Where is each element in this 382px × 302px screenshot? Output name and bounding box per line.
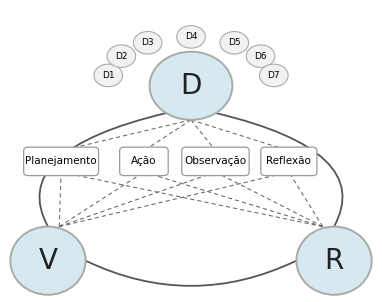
- Text: D: D: [180, 72, 202, 100]
- FancyBboxPatch shape: [24, 147, 99, 175]
- Text: Ação: Ação: [131, 156, 157, 166]
- Text: D2: D2: [115, 52, 128, 61]
- Text: D5: D5: [228, 38, 241, 47]
- Ellipse shape: [94, 64, 123, 87]
- Ellipse shape: [150, 52, 232, 120]
- Ellipse shape: [177, 26, 205, 48]
- Ellipse shape: [107, 45, 136, 67]
- Text: D6: D6: [254, 52, 267, 61]
- FancyBboxPatch shape: [182, 147, 249, 175]
- FancyBboxPatch shape: [261, 147, 317, 175]
- Ellipse shape: [220, 31, 249, 54]
- Ellipse shape: [246, 45, 275, 67]
- Text: D3: D3: [141, 38, 154, 47]
- Text: D4: D4: [185, 32, 197, 41]
- Ellipse shape: [259, 64, 288, 87]
- Ellipse shape: [296, 226, 372, 295]
- Text: Observação: Observação: [185, 156, 246, 166]
- Text: V: V: [39, 247, 57, 275]
- Ellipse shape: [10, 226, 86, 295]
- Text: D1: D1: [102, 71, 115, 80]
- Text: Reflexão: Reflexão: [266, 156, 311, 166]
- Text: D7: D7: [267, 71, 280, 80]
- Text: Planejamento: Planejamento: [25, 156, 97, 166]
- FancyBboxPatch shape: [120, 147, 168, 175]
- Ellipse shape: [133, 31, 162, 54]
- Text: R: R: [324, 247, 344, 275]
